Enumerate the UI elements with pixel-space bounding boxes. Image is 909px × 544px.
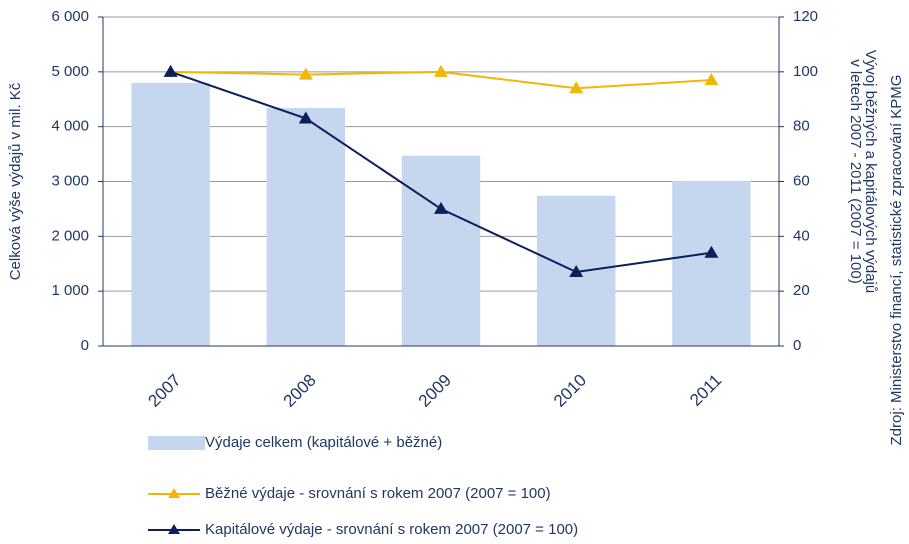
marker: [704, 245, 719, 258]
y2-tick-label: 0: [793, 337, 801, 354]
y2-axis-label: Vývoj běžných a kapitálových výdajů: [862, 50, 879, 293]
legend-item: Kapitálové výdaje - srovnání s rokem 200…: [148, 521, 578, 538]
legend-item: Výdaje celkem (kapitálové + běžné): [148, 434, 442, 451]
bar: [401, 155, 481, 346]
marker: [569, 264, 584, 277]
bar: [131, 82, 210, 347]
marker: [434, 64, 448, 77]
y2-tick-label: 100: [793, 63, 818, 80]
legend-marker: [168, 488, 180, 498]
y-tick-label: 6 000: [51, 8, 89, 25]
marker: [298, 111, 313, 124]
marker: [163, 64, 178, 77]
legend-label: Běžné výdaje - srovnání s rokem 2007 (20…: [205, 485, 551, 502]
x-tick-label: 2008: [280, 371, 320, 411]
y-tick-label: 1 000: [51, 282, 89, 299]
y-tick-label: 5 000: [51, 63, 89, 80]
bar: [672, 180, 751, 346]
y2-axis-label: v letech 2007 - 2011 (2007 = 100): [847, 59, 864, 283]
y-axis-label: Celková výše výdajů v mil. Kč: [7, 82, 24, 280]
marker: [569, 81, 584, 94]
y-tick-label: 4 000: [51, 118, 89, 135]
y2-tick-label: 40: [793, 227, 810, 244]
x-tick-label: 2009: [415, 371, 455, 411]
y-tick-label: 2 000: [51, 227, 89, 244]
legend-label: Výdaje celkem (kapitálové + běžné): [205, 434, 442, 451]
legend-swatch: [148, 436, 205, 450]
y2-tick-label: 60: [793, 172, 810, 189]
x-tick-label: 2007: [144, 371, 184, 411]
y2-tick-label: 80: [793, 118, 810, 135]
y-tick-label: 0: [81, 337, 89, 354]
y2-tick-label: 20: [793, 282, 810, 299]
source: Zdroj: Ministerstvo financí, statistické…: [888, 75, 905, 446]
x-tick-label: 2011: [686, 371, 725, 410]
legend-label: Kapitálové výdaje - srovnání s rokem 200…: [205, 521, 578, 538]
y-tick-label: 3 000: [51, 172, 89, 189]
legend-item: Běžné výdaje - srovnání s rokem 2007 (20…: [148, 485, 551, 502]
bar: [266, 108, 346, 346]
legend-marker: [168, 524, 180, 534]
marker: [704, 73, 719, 86]
marker: [434, 201, 448, 214]
y2-tick-label: 120: [793, 8, 818, 25]
marker: [298, 67, 313, 80]
x-tick-label: 2010: [550, 371, 590, 411]
